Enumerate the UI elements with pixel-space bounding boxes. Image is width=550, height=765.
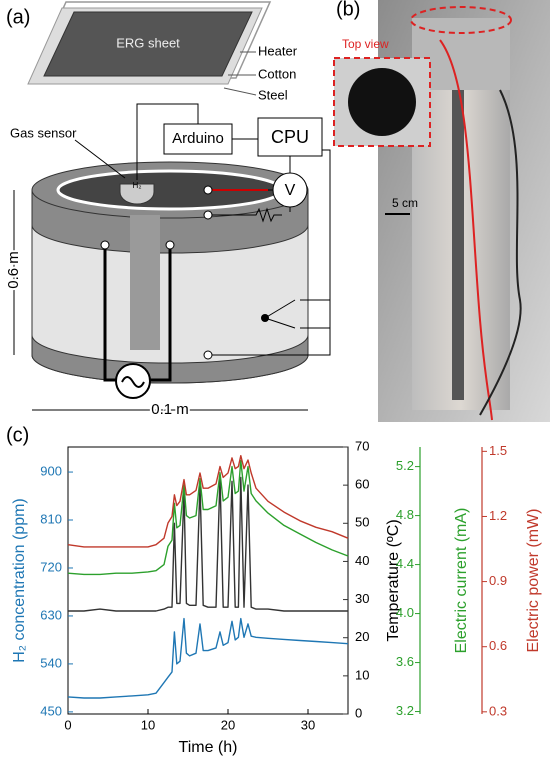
y-tick-label: 720 [40,559,62,574]
slit [130,215,160,350]
y-tick-label: 4.4 [396,556,414,571]
terminal [203,210,213,220]
terminal [165,240,175,250]
y-tick-label: 1.5 [489,443,507,458]
switch-wires [264,299,330,329]
y-tick-label: 30 [355,591,369,606]
width-label: 0.1 m [151,401,189,418]
y-tick-label: 900 [40,463,62,478]
x-tick-label: 30 [301,717,315,732]
y-tick-label: 50 [355,515,369,530]
y-tick-label: 4.0 [396,605,414,620]
y-tick-label: 540 [40,655,62,670]
panel-b: (b) Top view 5 cm [333,0,550,422]
y-tick-label: 4.8 [396,507,414,522]
y-tick-label: 0.6 [489,638,507,653]
layer-label: Steel [258,87,288,102]
scale-label: 5 cm [392,196,418,210]
inset-opening [348,68,416,136]
y-tick-label: 40 [355,553,369,568]
arduino-label: Arduino [172,130,224,147]
layer-label: Cotton [258,66,296,81]
y-tick-label: 1.2 [489,508,507,523]
panel-label: (b) [336,0,360,20]
x-axis-label: Time (h) [179,739,238,756]
height-label: 0.6 m [5,251,22,289]
y-tick-label: 60 [355,477,369,492]
panel-c: (c) 0 10 20 30 Time (h) 450 540 630 720 810 900 H₂ … [6,424,542,756]
leader [74,139,126,179]
y-tick-label: 10 [355,667,369,682]
y-tick-label: 70 [355,438,369,453]
y-tick-label: 0.3 [489,703,507,718]
cpu-label: CPU [271,127,309,147]
photo-red-wire [439,39,493,421]
arduino-box [163,123,233,155]
panel-label: (c) [6,424,29,446]
y-tick-label: 3.6 [396,654,414,669]
terminal [203,185,213,195]
y-tick-label: 450 [40,703,62,718]
cpu-box [257,117,323,157]
voltmeter [272,172,308,208]
y-tick-label: 20 [355,629,369,644]
series-line [67,455,349,548]
y-tick-label: 630 [40,607,62,622]
panel-a: (a) ERG sheet Heater Cotton Steel H₂ Gas… [3,1,331,420]
top-highlight [410,6,512,34]
y-axis-label: Electric power (mW) [525,508,542,652]
leader [223,87,257,96]
y-tick-label: 5.2 [396,458,414,473]
y-tick-label: 0 [355,705,362,720]
voltmeter-label: V [285,182,296,199]
top-view-label: Top view [342,37,389,51]
x-tick-label: 20 [221,717,235,732]
erg-sheet [43,11,253,77]
photo-slit [452,90,464,400]
series-line [68,476,348,612]
panel-label: (a) [6,6,30,28]
x-tick-label: 0 [64,717,71,732]
series-line [67,459,349,576]
y-tick-label: 3.2 [396,703,414,718]
layer-label: Heater [258,43,298,58]
y-tick-label: 0.9 [489,573,507,588]
sensor-text: Gas sensor [10,125,77,140]
series-line [67,617,349,699]
y-tick-label: 810 [40,511,62,526]
photo-black-wire [479,89,522,416]
sheet-label: ERG sheet [116,35,180,50]
y-axis-label: Electric current (mA) [453,508,470,654]
plot-frame [67,446,349,715]
heater-leads [103,245,172,382]
ac-symbol [121,376,145,388]
y-axis-label: Temperature (ºC) [385,519,402,641]
gas-sensor [119,183,155,205]
terminal [100,240,110,250]
x-tick-label: 10 [141,717,155,732]
sensor-label: H₂ [133,181,142,190]
terminal [203,350,213,360]
y-axis-label: H₂ concentration (ppm) [11,498,28,663]
